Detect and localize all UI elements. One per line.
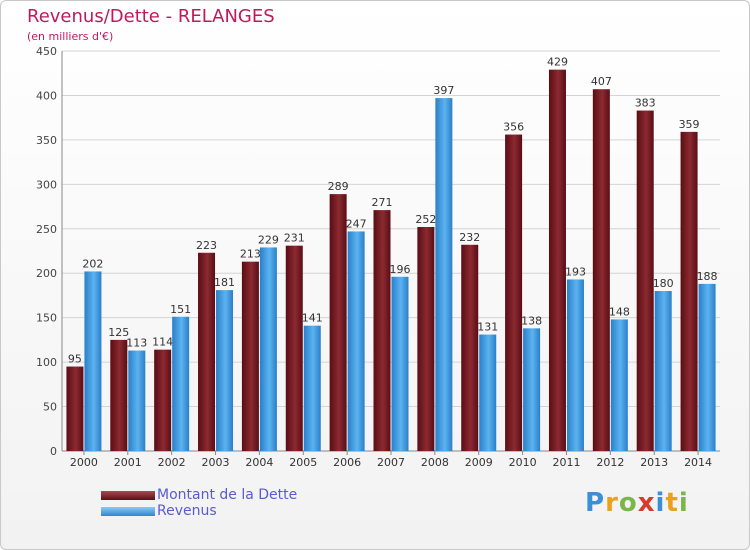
y-tick-label: 200	[36, 267, 57, 280]
y-tick-label: 250	[36, 223, 57, 236]
bar-dette	[66, 366, 84, 451]
bar-revenus	[172, 316, 190, 451]
bar-dette	[548, 69, 566, 452]
bar-dette	[329, 194, 347, 451]
x-tick-label: 2004	[245, 456, 273, 469]
y-tick-label: 400	[36, 89, 57, 102]
x-tick-label: 2010	[509, 456, 537, 469]
data-label-dette: 289	[328, 180, 349, 193]
x-tick-label: 2013	[640, 456, 668, 469]
bar-dette	[285, 245, 303, 451]
bar-revenus	[654, 291, 672, 451]
bar-dette	[198, 252, 216, 451]
legend-label-revenus: Revenus	[157, 503, 217, 519]
y-tick-label: 100	[36, 356, 57, 369]
legend-item-dette: Montant de la Dette	[101, 487, 297, 503]
bar-revenus	[259, 247, 277, 451]
chart-title: Revenus/Dette - RELANGES	[27, 6, 275, 27]
x-tick-label: 2014	[684, 456, 712, 469]
data-label-dette: 383	[635, 97, 656, 110]
data-label-revenus: 229	[258, 233, 279, 246]
x-tick-label: 2002	[158, 456, 186, 469]
data-label-revenus: 202	[82, 257, 103, 270]
data-label-revenus: 196	[390, 263, 411, 276]
data-label-revenus: 113	[126, 337, 147, 350]
y-tick-label: 150	[36, 312, 57, 325]
data-label-revenus: 151	[170, 303, 191, 316]
x-tick-label: 2012	[596, 456, 624, 469]
x-tick-label: 2011	[552, 456, 580, 469]
data-label-dette: 114	[152, 336, 173, 349]
bar-revenus	[435, 98, 453, 451]
data-label-dette: 231	[284, 232, 305, 245]
x-tick-label: 2001	[114, 456, 142, 469]
legend-swatch-dette	[101, 490, 155, 500]
bar-dette	[461, 244, 479, 451]
legend-swatch-revenus	[101, 506, 155, 516]
data-label-revenus: 247	[346, 217, 367, 230]
x-tick-label: 2003	[202, 456, 230, 469]
y-tick-label: 450	[36, 45, 57, 58]
bar-revenus	[347, 231, 365, 451]
bar-dette	[636, 110, 654, 452]
bar-revenus	[479, 334, 497, 451]
x-tick-label: 2009	[465, 456, 493, 469]
data-label-dette: 407	[591, 75, 612, 88]
data-label-revenus: 138	[521, 314, 542, 327]
x-tick-label: 2000	[70, 456, 98, 469]
data-label-revenus: 180	[653, 277, 674, 290]
x-tick-label: 2006	[333, 456, 361, 469]
data-label-revenus: 131	[477, 321, 498, 334]
bar-dette	[592, 89, 610, 451]
legend-label-dette: Montant de la Dette	[157, 487, 298, 503]
data-label-dette: 213	[240, 248, 261, 261]
data-label-dette: 271	[372, 196, 393, 209]
y-tick-label: 300	[36, 178, 57, 191]
data-label-dette: 223	[196, 239, 217, 252]
bar-revenus	[698, 283, 716, 451]
bar-dette	[110, 339, 128, 451]
bar-dette	[680, 131, 698, 451]
data-label-dette: 359	[679, 118, 700, 131]
bar-dette	[417, 227, 435, 451]
bar-dette	[241, 261, 259, 451]
x-tick-label: 2007	[377, 456, 405, 469]
bar-revenus	[84, 271, 102, 451]
data-label-dette: 95	[68, 353, 82, 366]
data-label-dette: 125	[108, 326, 129, 339]
y-tick-label: 50	[43, 401, 57, 414]
bar-revenus	[216, 290, 234, 451]
legend: Montant de la Dette Revenus	[101, 487, 297, 519]
x-tick-label: 2008	[421, 456, 449, 469]
data-label-revenus: 148	[609, 305, 630, 318]
data-label-dette: 232	[459, 231, 480, 244]
y-tick-label: 0	[50, 445, 57, 458]
data-label-revenus: 181	[214, 276, 235, 289]
chart-subtitle: (en milliers d'€)	[27, 30, 114, 43]
data-label-dette: 252	[415, 213, 436, 226]
bar-dette	[373, 210, 391, 451]
y-tick-label: 350	[36, 134, 57, 147]
data-label-revenus: 188	[697, 270, 718, 283]
bar-dette	[154, 349, 172, 451]
data-label-dette: 429	[547, 56, 568, 69]
bar-dette	[505, 134, 523, 452]
legend-item-revenus: Revenus	[101, 503, 297, 519]
x-tick-label: 2005	[289, 456, 317, 469]
bar-revenus	[610, 319, 628, 451]
data-label-revenus: 397	[433, 84, 454, 97]
data-label-dette: 356	[503, 121, 524, 134]
proxiti-logo: Proxiti	[585, 488, 689, 518]
bar-revenus	[523, 328, 541, 451]
data-label-revenus: 193	[565, 265, 586, 278]
bar-revenus	[391, 276, 409, 451]
data-label-revenus: 141	[302, 312, 323, 325]
bar-revenus	[128, 350, 146, 451]
bar-revenus	[303, 325, 321, 451]
bar-revenus	[566, 279, 584, 451]
